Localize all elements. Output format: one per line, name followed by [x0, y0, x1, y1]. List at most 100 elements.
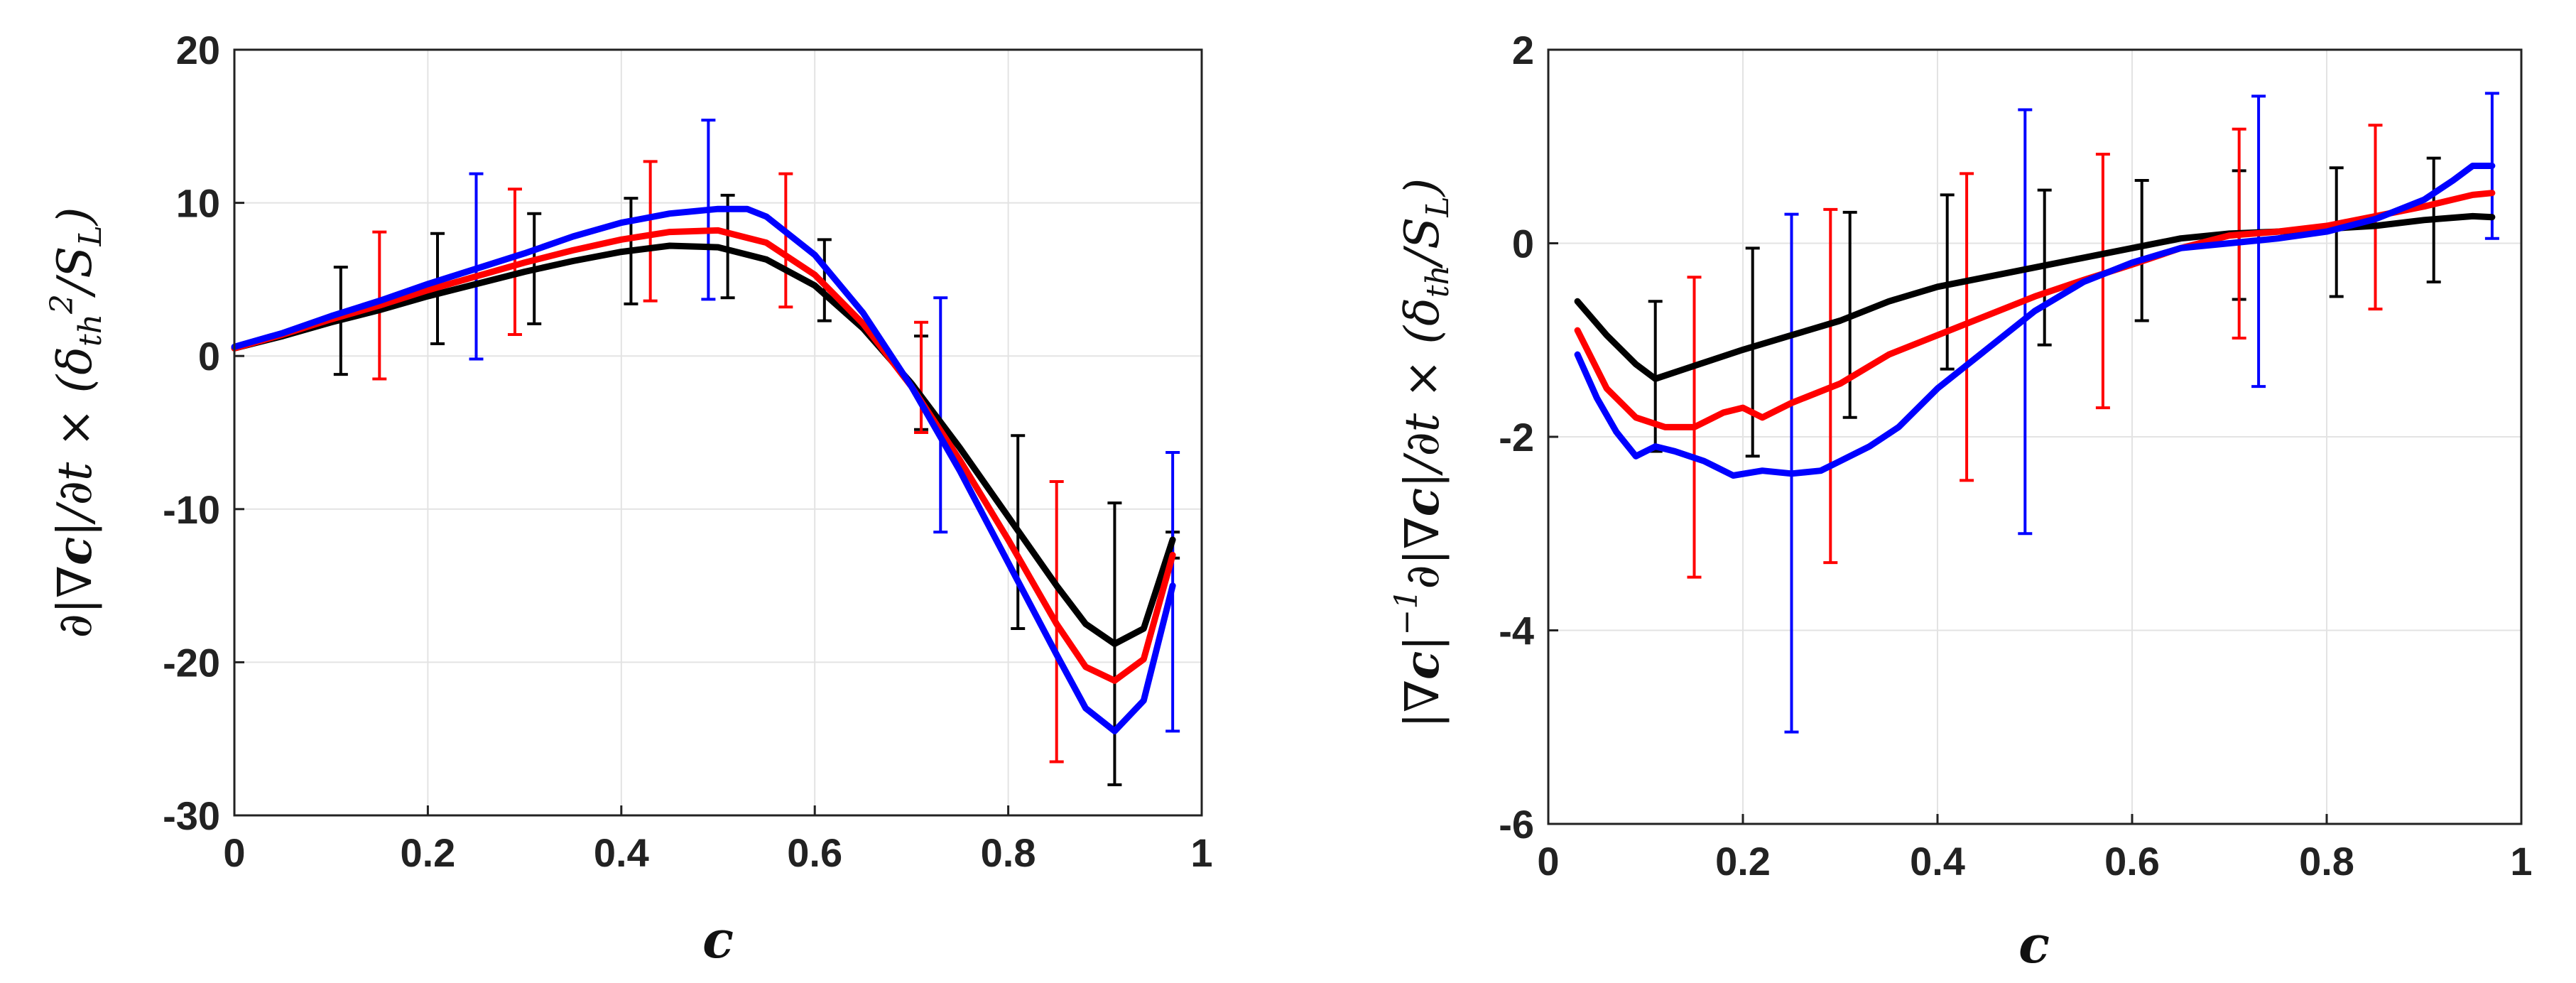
left-series-layer — [231, 119, 1180, 786]
left-y-axis-label: ∂|∇c|/∂t × (δth2/SL) — [44, 207, 109, 639]
right-series-blue-point — [2324, 229, 2330, 235]
left-series-red-point — [1005, 536, 1011, 543]
right-series-black-point — [1575, 298, 1581, 305]
right-error-bar-red — [2095, 153, 2110, 410]
left-series-blue-point — [957, 467, 963, 474]
left-x-axis-label: c — [702, 909, 734, 970]
left-series-blue-point — [425, 281, 431, 287]
left-series-blue-point — [1112, 728, 1118, 734]
right-x-tick-label: 1 — [2510, 839, 2532, 884]
right-x-tick-label: 0 — [1537, 839, 1559, 884]
right-series-blue-point — [1759, 467, 1766, 474]
left-series-blue-point — [521, 250, 528, 256]
left-series-red-point — [957, 457, 963, 463]
right-series-blue-point — [2421, 197, 2427, 203]
right-series-blue-point — [1935, 385, 1940, 391]
left-series-red-point — [1053, 621, 1060, 627]
left-y-tick-label: -20 — [163, 640, 220, 685]
right-series-red-point — [1604, 385, 1610, 391]
right-series-blue-point — [1613, 429, 1619, 435]
left-series-red-point — [1082, 663, 1089, 670]
right-series-blue-point — [1672, 448, 1678, 455]
left-series-black-point — [763, 256, 770, 263]
left-series-blue-point — [1170, 582, 1176, 589]
right-series-red-point — [1740, 405, 1746, 411]
right-series-red-point — [2324, 222, 2330, 229]
right-series-black-point — [2469, 213, 2476, 219]
right-series-blue-point — [1817, 467, 1824, 474]
right-x-tick-label: 0.6 — [2104, 839, 2160, 884]
left-series-red-point — [521, 259, 528, 266]
left-series-blue-point — [376, 298, 383, 304]
left-x-tick-label: 0.4 — [594, 830, 649, 875]
right-series-red-point — [1886, 352, 1892, 358]
right-x-tick-label: 0.8 — [2299, 839, 2354, 884]
right-series-red-point — [1935, 332, 1940, 338]
left-y-tick-label: 20 — [176, 28, 220, 72]
right-series-blue-point — [1983, 347, 1989, 353]
left-error-bar-blue — [933, 296, 948, 534]
right-series-red-point — [1633, 414, 1639, 420]
left-series-black-point — [570, 258, 576, 264]
right-series-red-point — [1788, 400, 1795, 406]
left-series-blue-point — [1053, 651, 1060, 658]
right-series-red-point — [1575, 327, 1581, 334]
right-series-red-point — [2469, 192, 2476, 198]
left-series-red-point — [763, 239, 770, 246]
right-series-red-point — [1759, 414, 1766, 420]
right-series-black-point — [2178, 235, 2184, 241]
right-chart: 0 0.2 0.4 0.6 0.8 1 -6 -4 -2 0 2 c |∇c|−1∂|∇c|/∂t … — [1388, 28, 2533, 974]
left-error-bar-red — [507, 188, 522, 337]
right-series-blue-point — [2080, 279, 2087, 285]
left-series-black-point — [473, 281, 479, 287]
left-y-tick-label: 0 — [198, 334, 220, 379]
left-series-red-point — [425, 287, 431, 293]
left-series-blue-point — [280, 330, 286, 336]
right-series-red-line — [1574, 190, 2496, 430]
left-x-tick-label: 0.6 — [787, 830, 842, 875]
right-series-black-point — [1788, 332, 1795, 338]
left-y-tick-label: 10 — [176, 181, 220, 226]
right-series-black-point — [1710, 357, 1717, 362]
right-y-tick-label: -6 — [1499, 802, 1534, 847]
right-series-blue-point — [1633, 453, 1639, 460]
left-series-blue-point — [1005, 560, 1011, 566]
right-series-blue-point — [2129, 259, 2135, 266]
left-series-black-point — [1170, 536, 1176, 543]
left-series-black-point — [1005, 514, 1011, 520]
right-series-blue-point — [2178, 245, 2184, 251]
right-series-blue-point — [2032, 308, 2038, 314]
left-series-red-line — [231, 227, 1176, 684]
right-tick-layer: 0 0.2 0.4 0.6 0.8 1 -6 -4 -2 0 2 — [1499, 28, 2532, 884]
right-axes-box — [1547, 48, 2523, 825]
left-series-blue-point — [666, 210, 673, 217]
right-series-black-point — [1633, 361, 1639, 367]
right-series-blue-point — [1788, 470, 1795, 477]
left-error-bar-red — [643, 160, 658, 303]
left-series-blue-point — [715, 206, 721, 212]
left-series-blue-point — [570, 234, 576, 240]
left-y-tick-label: -10 — [163, 487, 220, 532]
right-series-layer — [1574, 92, 2499, 734]
right-y-tick-label: 2 — [1512, 28, 1534, 72]
right-series-black-point — [2080, 254, 2087, 261]
right-series-blue-point — [1594, 395, 1600, 401]
left-x-tick-label: 0.8 — [981, 830, 1036, 875]
right-series-blue-point — [1896, 424, 1902, 430]
left-series-black-point — [1082, 621, 1089, 627]
right-series-red-point — [2032, 293, 2038, 300]
right-series-black-point — [1837, 317, 1843, 324]
left-series-red-point — [618, 237, 624, 243]
left-error-bar-red — [778, 172, 793, 309]
right-series-red-point — [2489, 190, 2495, 196]
right-series-red-point — [1691, 424, 1697, 430]
right-series-black-point — [1886, 298, 1892, 305]
left-series-blue-point — [744, 206, 750, 212]
right-series-black-point — [1740, 347, 1746, 353]
left-x-tick-label: 0 — [223, 830, 245, 875]
right-series-red-point — [1983, 313, 1989, 319]
right-y-axis-label: |∇c|−1∂|∇c|/∂t × (δth/SL) — [1388, 178, 1456, 729]
right-series-black-point — [1935, 283, 1940, 290]
